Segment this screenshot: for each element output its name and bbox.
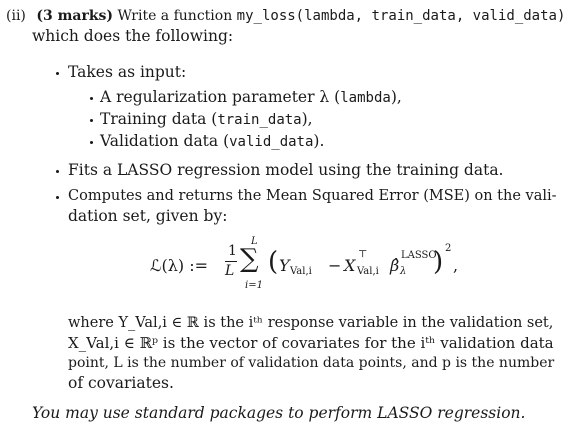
formula-sum-top: L [251, 236, 258, 247]
code-train-data: train_data [217, 112, 302, 128]
sub-bullet-text: Training data ( [100, 110, 218, 128]
formula-y-sub: Val,i [290, 266, 312, 277]
bullet-dot [56, 170, 59, 173]
formula-x-sub: Val,i [357, 266, 379, 277]
formula-open-paren: ( [268, 247, 279, 277]
where-line4: of covariates. [68, 374, 174, 392]
formula-beta-sub: λ [400, 266, 407, 277]
formula-frac-num: 1 [228, 243, 237, 259]
sub-bullet-lambda: A regularization parameter λ (lambda), [100, 87, 402, 108]
bullet-computes-line2: dation set, given by: [68, 207, 228, 225]
function-signature: my_loss(lambda, train_data, valid_data) [236, 8, 566, 24]
note-standard-packages: You may use standard packages to perform… [32, 404, 526, 422]
where-line3: point, L is the number of validation dat… [68, 355, 555, 371]
formula-close-paren: ) [433, 247, 444, 277]
formula-beta: β̂ [390, 256, 400, 275]
question-intro: Write a function [117, 8, 233, 24]
bullet-fit: Fits a LASSO regression model using the … [68, 161, 504, 179]
sub-bullet-dot [90, 97, 93, 100]
sub-bullet-end: ), [301, 110, 313, 128]
mse-formula: ℒ(λ) := 1 L L ∑ i=1 ( Y Val,i − X ⊤ Val,… [150, 236, 480, 296]
question-header: (ii) (3 marks) Write a function my_loss(… [6, 6, 565, 26]
formula-x-sup: ⊤ [358, 249, 368, 260]
bullet-dot [56, 196, 59, 199]
bullet-dot [56, 72, 59, 75]
where-line1: where Y_Val,i ∈ ℝ is the iᵗʰ response va… [68, 315, 554, 331]
sub-bullet-valid: Validation data (valid_data). [100, 131, 324, 152]
sub-bullet-text: Validation data ( [100, 132, 230, 150]
code-lambda: lambda [340, 90, 391, 106]
formula-tail: , [453, 256, 459, 275]
sub-bullet-end: ). [313, 132, 325, 150]
formula-sigma: ∑ [240, 244, 259, 274]
question-label: (ii) [6, 8, 26, 24]
formula-x: X [344, 256, 356, 275]
formula-y: Y [279, 256, 290, 275]
sub-bullet-dot [90, 141, 93, 144]
formula-frac-bar [225, 261, 237, 262]
sub-bullet-dot [90, 119, 93, 122]
formula-minus: − [328, 256, 342, 275]
question-marks: (3 marks) [36, 8, 114, 24]
sub-bullet-train: Training data (train_data), [100, 109, 313, 130]
sub-bullet-text: A regularization parameter λ ( [100, 88, 341, 106]
code-valid-data: valid_data [229, 134, 314, 150]
formula-lhs: ℒ(λ) := [150, 256, 209, 275]
bullet-takes-input: Takes as input: [68, 63, 187, 81]
formula-sum-bottom: i=1 [245, 280, 263, 291]
where-line2: X_Val,i ∈ ℝᵖ is the vector of covariates… [68, 334, 554, 352]
formula-power: 2 [445, 243, 452, 254]
formula-beta-sup: LASSO [401, 250, 437, 261]
formula-frac-den: L [225, 263, 235, 279]
bullet-computes-line1: Computes and returns the Mean Squared Er… [68, 188, 557, 204]
sub-bullet-end: ), [390, 88, 402, 106]
question-intro-cont: which does the following: [32, 27, 234, 45]
